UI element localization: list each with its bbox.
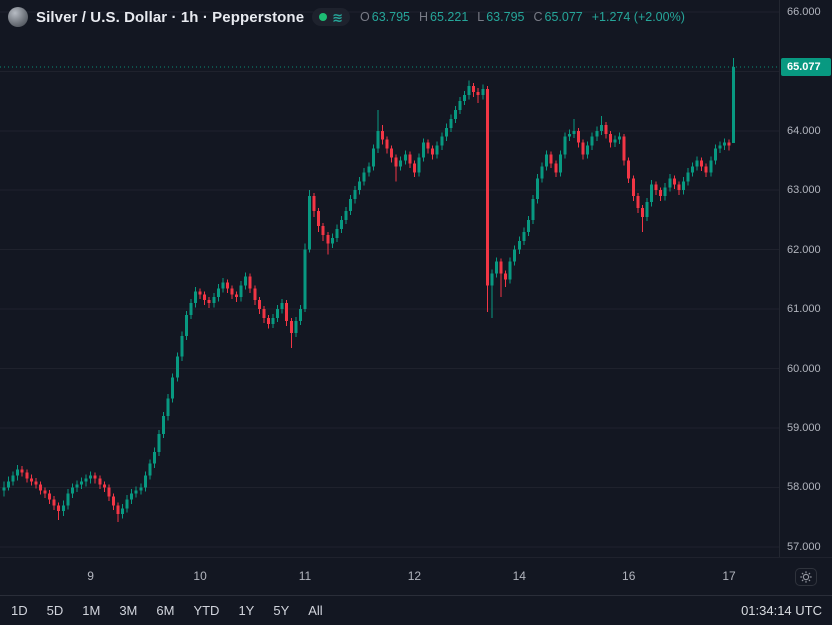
close-value: C 65.077 — [533, 10, 583, 24]
price-axis[interactable]: 65.077 66.000 64.000 63.000 62.000 61.000 60.… — [779, 0, 832, 557]
candlestick-chart[interactable] — [0, 0, 779, 557]
symbol-logo-icon[interactable] — [8, 7, 28, 27]
time-axis[interactable]: 9 10 11 12 14 16 17 — [0, 558, 779, 595]
chart-pane: Silver / U.S. Dollar · 1h · Pepperstone … — [0, 0, 832, 557]
open-value: O 63.795 — [360, 10, 411, 24]
range-button-1d[interactable]: 1D — [2, 600, 37, 621]
range-button-3m[interactable]: 3M — [110, 600, 146, 621]
time-axis-label: 17 — [722, 569, 736, 583]
range-button-1m[interactable]: 1M — [73, 600, 109, 621]
range-button-all[interactable]: All — [299, 600, 331, 621]
price-axis-label: 64.000 — [787, 124, 821, 137]
price-axis-label: 57.000 — [787, 540, 821, 553]
price-axis-label: 61.000 — [787, 303, 821, 316]
symbol-title[interactable]: Silver / U.S. Dollar · 1h · Pepperstone — [36, 8, 305, 26]
realtime-stream-icon: ≋ — [332, 9, 344, 25]
range-button-ytd[interactable]: YTD — [184, 600, 228, 621]
time-axis-label: 9 — [87, 569, 94, 583]
range-button-5y[interactable]: 5Y — [264, 600, 298, 621]
time-axis-label: 10 — [193, 569, 207, 583]
range-button-1y[interactable]: 1Y — [229, 600, 263, 621]
chart-plot-area[interactable]: Silver / U.S. Dollar · 1h · Pepperstone … — [0, 0, 779, 557]
clock-timezone[interactable]: 01:34:14 UTC — [741, 603, 822, 618]
range-button-6m[interactable]: 6M — [147, 600, 183, 621]
market-status-pill[interactable]: ≋ — [312, 8, 351, 26]
price-axis-label: 62.000 — [787, 243, 821, 256]
market-open-dot-icon — [319, 13, 328, 21]
range-button-5d[interactable]: 5D — [38, 600, 73, 621]
time-axis-label: 12 — [407, 569, 422, 583]
price-axis-label: 58.000 — [787, 481, 821, 494]
last-price-tag: 65.077 — [781, 57, 831, 76]
low-value: L 63.795 — [477, 10, 525, 24]
price-axis-label: 60.000 — [787, 362, 821, 375]
price-axis-label: 66.000 — [787, 5, 821, 18]
price-axis-label: 63.000 — [787, 184, 821, 197]
price-scale-settings-button[interactable] — [794, 567, 817, 586]
time-axis-label: 14 — [512, 569, 526, 583]
time-axis-label: 16 — [622, 569, 636, 583]
chart-legend: Silver / U.S. Dollar · 1h · Pepperstone … — [8, 7, 685, 27]
price-axis-label: 59.000 — [787, 422, 821, 434]
time-axis-label: 11 — [298, 569, 312, 583]
high-value: H 65.221 — [419, 10, 469, 24]
time-axis-row: 9 10 11 12 14 16 17 — [0, 557, 832, 595]
axis-corner — [779, 558, 832, 595]
bottom-toolbar: 1D 5D 1M 3M 6M YTD 1Y 5Y All 01:34:14 UT… — [0, 595, 832, 625]
ohlc-readout: O 63.795 H 65.221 L 63.795 C 65.077 — [360, 10, 685, 24]
gear-icon — [799, 570, 812, 583]
change-value: +1.274 (+2.00%) — [591, 10, 685, 24]
